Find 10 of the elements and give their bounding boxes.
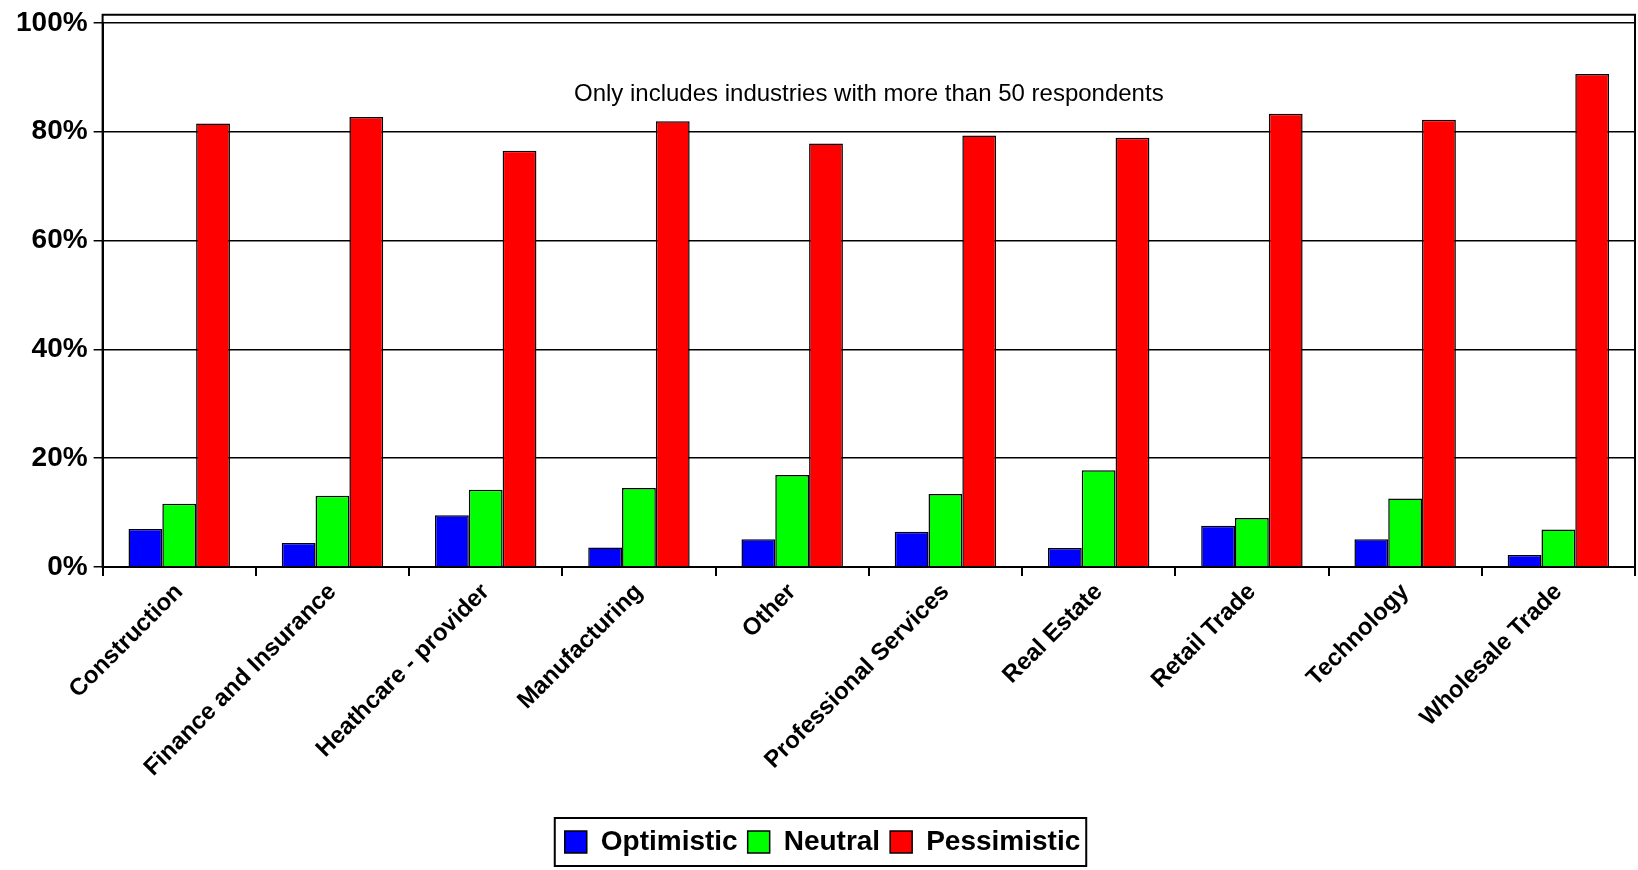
y-tick-label: 0%	[47, 549, 88, 581]
y-tick-label: 80%	[31, 114, 88, 146]
annotation: Only includes industries with more than 50 respondents	[573, 79, 1164, 107]
y-tick-label: 40%	[31, 332, 88, 364]
legend-label: Pessimistic	[926, 824, 1081, 856]
legend-label: Optimistic	[600, 824, 738, 856]
y-tick-label: 60%	[31, 223, 88, 255]
y-tick-label: 20%	[31, 440, 88, 472]
legend-label: Neutral	[783, 824, 881, 856]
y-tick-label: 100%	[15, 5, 88, 37]
